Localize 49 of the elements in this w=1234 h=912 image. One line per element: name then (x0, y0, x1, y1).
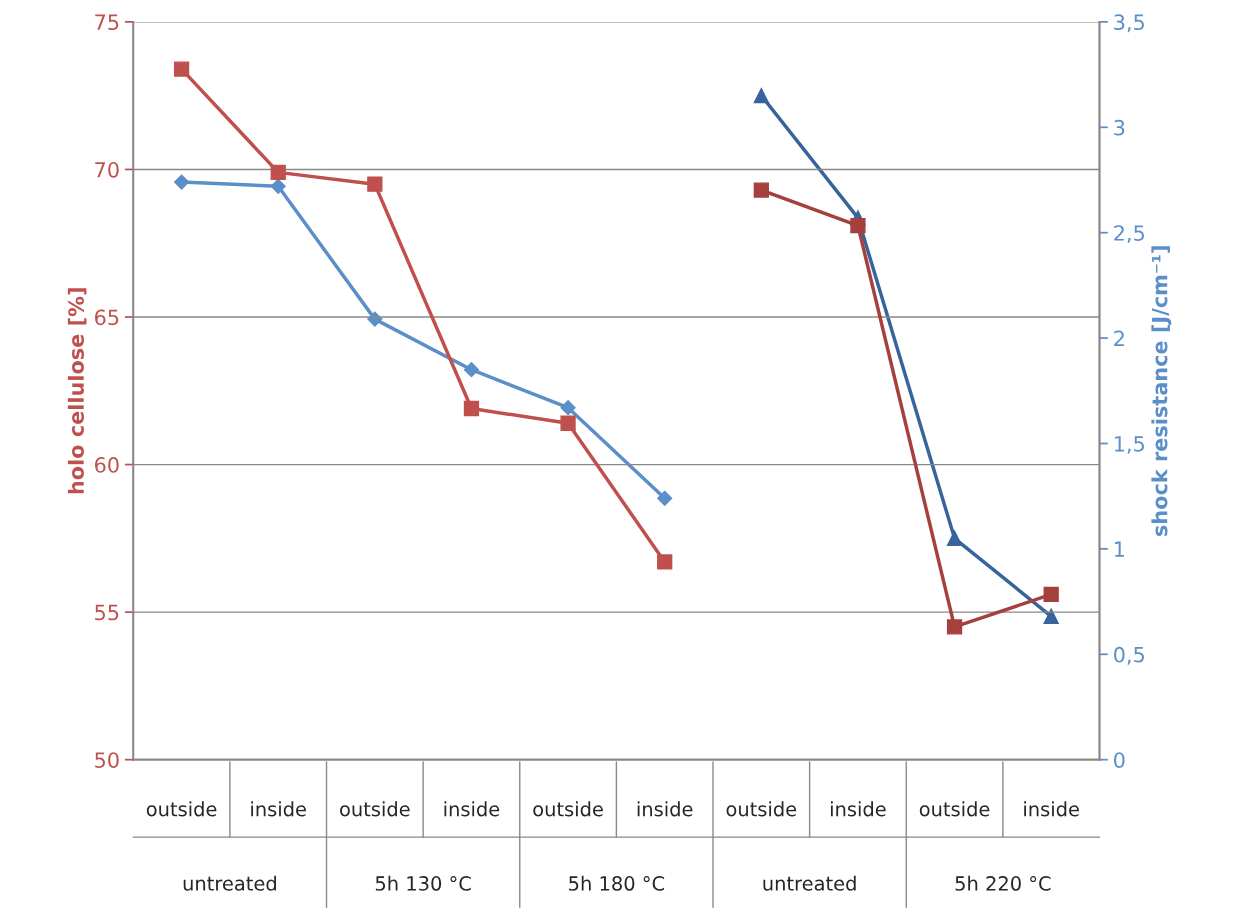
text: 5h 220 °C (955, 875, 1051, 891)
x-tick-label: outside (533, 801, 603, 817)
point (1043, 586, 1059, 603)
text: untreated (183, 875, 276, 891)
text: 5h 180 °C (569, 875, 665, 891)
point (270, 178, 286, 194)
y-tick-label: 55 (95, 604, 119, 621)
y2-tick-label: 2 (1114, 330, 1124, 347)
point (560, 415, 576, 431)
x-tick-label: inside (1024, 801, 1079, 817)
text: 5h 130 °C (375, 875, 471, 891)
point (560, 400, 576, 416)
point (174, 174, 190, 190)
y2-tick-label: 1 (1114, 541, 1125, 557)
x-tick-label: outside (919, 801, 990, 817)
y2-tick-label: 0,5 (1114, 646, 1144, 665)
y2-tick-label: 2,5 (1114, 225, 1144, 244)
point (173, 61, 190, 77)
point (463, 400, 480, 417)
y2-tick-label: 1,5 (1114, 436, 1144, 454)
y-axis-title: holo cellulose [%] (67, 288, 87, 494)
x-tick-label: inside (251, 801, 306, 817)
point (367, 176, 383, 192)
y-tick-label: 50 (95, 752, 119, 768)
point (657, 490, 673, 506)
x-tick-label: outside (726, 801, 797, 817)
point (946, 619, 963, 635)
y-tick-label: 65 (95, 309, 119, 326)
y-tick-label: 75 (95, 14, 119, 31)
x-tick-label: outside (146, 801, 217, 817)
point (270, 164, 286, 181)
point (463, 362, 480, 378)
x-tick-label: inside (444, 801, 500, 817)
y2-tick-label: 3,5 (1114, 14, 1144, 33)
y2-axis-title: shock resistance [J/cm⁻¹] (1151, 246, 1172, 536)
point (753, 88, 769, 104)
point (753, 182, 769, 198)
text: untreated (763, 875, 856, 891)
point (946, 530, 963, 546)
x-tick-label: outside (340, 801, 410, 817)
y-tick-label: 70 (95, 161, 119, 178)
point (657, 554, 673, 570)
point (850, 217, 866, 234)
point (1043, 608, 1059, 624)
y-tick-label: 60 (95, 457, 119, 473)
x-tick-label: inside (830, 801, 886, 817)
y2-tick-label: 0 (1114, 752, 1125, 768)
y2-tick-label: 3 (1114, 119, 1125, 136)
x-tick-label: inside (637, 801, 693, 817)
